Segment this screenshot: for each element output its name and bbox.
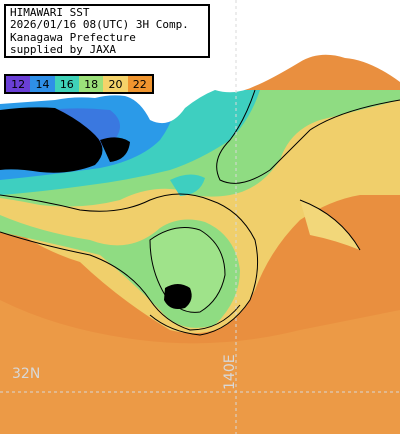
isotherm-line (0, 193, 259, 336)
info-box: HIMAWARI SST 2026/01/16 08(UTC) 3H Comp.… (4, 4, 210, 58)
isotherm-line (216, 89, 400, 184)
cloud-cover-south (164, 284, 192, 309)
info-line-region: Kanagawa Prefecture (10, 30, 136, 44)
southern-sea-region (0, 300, 400, 434)
latitude-label: 32N (12, 366, 41, 382)
legend-cell-20: 20 (103, 76, 128, 92)
color-legend: 12 14 16 18 20 22 (4, 74, 154, 94)
isotherm-line (0, 231, 241, 331)
legend-label: 12 (11, 77, 26, 91)
transition-patch (300, 200, 360, 250)
legend-label: 14 (35, 77, 50, 91)
legend-label: 22 (132, 77, 147, 91)
legend-cell-12: 12 (6, 76, 31, 92)
cloud-cover-west (0, 107, 103, 173)
isotherm-contours (0, 89, 400, 336)
cloud-cover-bay (100, 137, 130, 162)
legend-label: 18 (84, 77, 99, 91)
info-line-source: supplied by JAXA (10, 42, 116, 56)
info-line-date: 2026/01/16 08(UTC) 3H Comp. (10, 18, 189, 32)
longitude-label: 140E (222, 354, 238, 390)
legend-cell-22: 22 (127, 76, 152, 92)
legend-cell-14: 14 (30, 76, 55, 92)
legend-label: 16 (59, 77, 74, 91)
isotherm-line (149, 227, 226, 313)
cyan-patch (170, 174, 205, 196)
legend-label: 20 (108, 77, 123, 91)
legend-cell-16: 16 (54, 76, 79, 92)
info-line-title: HIMAWARI SST (10, 6, 90, 19)
legend-cell-18: 18 (78, 76, 104, 92)
isotherm-line (299, 199, 361, 251)
